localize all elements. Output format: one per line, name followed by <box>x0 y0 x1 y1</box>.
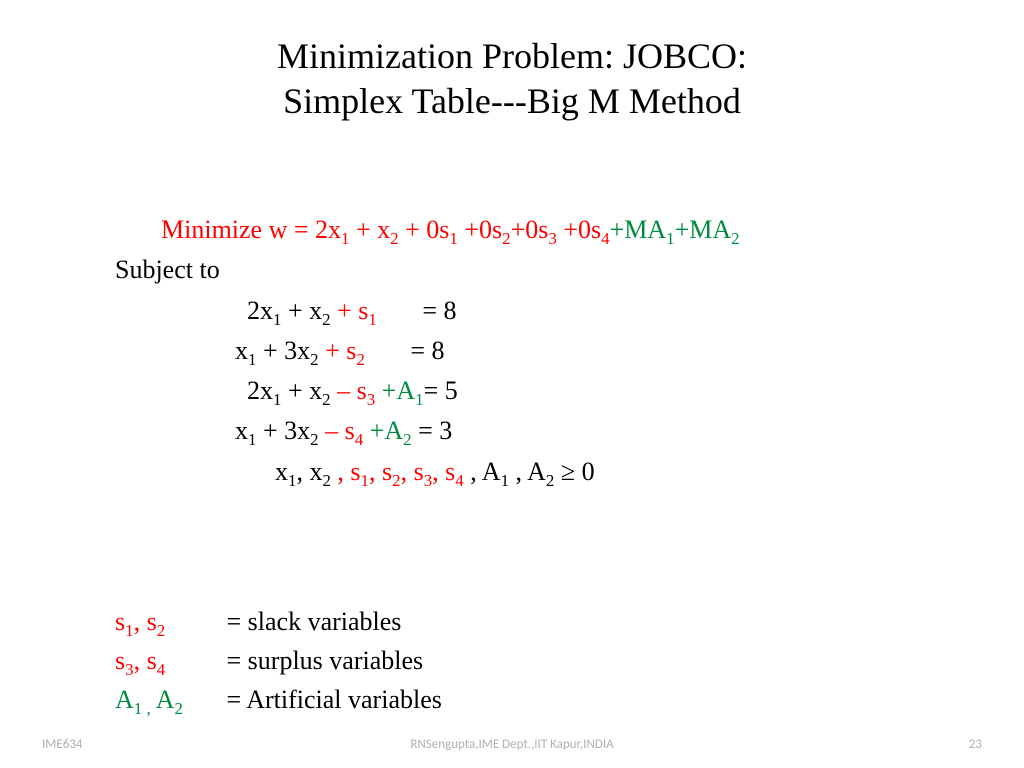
slide-body: Minimize w = 2x1 + x2 + 0s1 +0s2+0s3 +0s… <box>115 210 964 492</box>
constraint-3: 2x1 + x2 – s3 +A1= 5 <box>115 371 964 411</box>
footer-right: 23 <box>969 737 982 752</box>
def-slack: s1, s2 = slack variables <box>115 602 442 641</box>
obj-green: +MA1+MA2 <box>610 215 740 244</box>
nonneg: x1, x2 , s1, s2, s3, s4 , A1 , A2 ≥ 0 <box>115 452 964 492</box>
obj-red: Minimize w = 2x1 + x2 + 0s1 +0s2+0s3 +0s… <box>161 215 610 244</box>
subject-to: Subject to <box>115 250 964 290</box>
def-artificial: A1 , A2 = Artificial variables <box>115 680 442 719</box>
footer-mid: RNSengupta,IME Dept.,IIT Kapur,INDIA <box>0 737 1024 752</box>
title-line2: Simplex Table---Big M Method <box>283 81 741 121</box>
title-line1: Minimization Problem: JOBCO: <box>277 36 747 76</box>
constraint-2: x1 + 3x2 + s2 = 8 <box>115 331 964 371</box>
constraint-1: 2x1 + x2 + s1 = 8 <box>115 291 964 331</box>
objective-line: Minimize w = 2x1 + x2 + 0s1 +0s2+0s3 +0s… <box>115 210 964 250</box>
slide-title: Minimization Problem: JOBCO: Simplex Tab… <box>0 0 1024 124</box>
definitions: s1, s2 = slack variables s3, s4 = surplu… <box>115 602 442 719</box>
slide: Minimization Problem: JOBCO: Simplex Tab… <box>0 0 1024 768</box>
constraint-4: x1 + 3x2 – s4 +A2 = 3 <box>115 411 964 451</box>
def-surplus: s3, s4 = surplus variables <box>115 641 442 680</box>
